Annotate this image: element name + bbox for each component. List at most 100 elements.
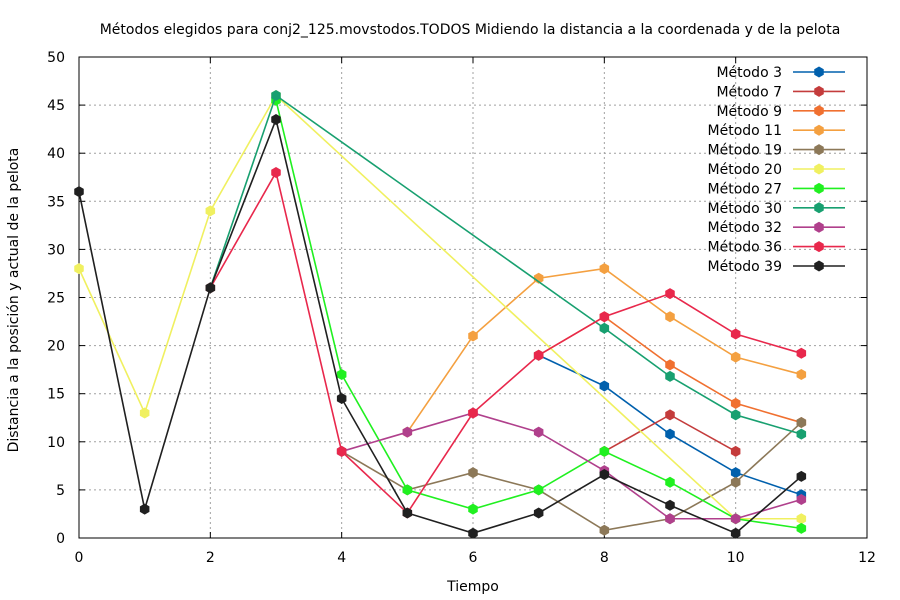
- y-axis-label: Distancia a la posición y actual de la p…: [6, 148, 22, 453]
- legend-marker: [814, 163, 824, 175]
- legend-label: Método 27: [708, 181, 782, 197]
- legend: Método 3 Método 7 Método 9 Método 11 Método …: [708, 65, 845, 275]
- legend-marker: [814, 124, 824, 136]
- data-point: [74, 263, 84, 275]
- data-point: [796, 368, 807, 380]
- data-point: [74, 186, 84, 198]
- legend-item: Método 3: [716, 65, 845, 81]
- chart-title: Métodos elegidos para conj2_125.movstodo…: [100, 22, 841, 38]
- data-point: [665, 499, 675, 511]
- grid: [79, 57, 867, 538]
- legend-marker: [814, 260, 824, 272]
- x-tick-label: 10: [727, 550, 745, 566]
- legend-marker: [814, 202, 824, 214]
- x-tick-label: 8: [600, 550, 609, 566]
- data-point: [730, 467, 741, 479]
- legend-item: Método 27: [708, 181, 845, 197]
- legend-item: Método 20: [708, 162, 845, 178]
- legend-item: Método 19: [708, 143, 845, 159]
- y-tick-label: 25: [47, 291, 65, 307]
- data-point: [730, 527, 741, 539]
- legend-marker: [814, 221, 824, 233]
- legend-label: Método 3: [716, 65, 782, 81]
- data-point: [271, 114, 281, 126]
- data-point: [599, 469, 610, 481]
- series-m-todo-20: [74, 89, 807, 525]
- data-point: [665, 370, 675, 382]
- legend-marker: [814, 144, 824, 156]
- data-point: [271, 89, 281, 101]
- series-m-todo-27: [271, 94, 807, 534]
- data-point: [468, 467, 478, 479]
- series-line: [209, 94, 802, 435]
- legend-marker: [814, 182, 824, 194]
- data-point: [336, 445, 347, 457]
- data-point: [402, 484, 413, 496]
- data-point: [730, 513, 741, 525]
- data-point: [336, 393, 347, 405]
- series-line: [209, 170, 802, 515]
- x-tick-label: 2: [206, 550, 215, 566]
- data-point: [139, 503, 150, 515]
- legend-label: Método 36: [708, 240, 783, 256]
- legend-label: Método 11: [708, 123, 782, 139]
- axis-ticks: 0 2 4 6 8 10 12 0 5 10 15 20 25 30 35 40 45 50: [47, 50, 876, 566]
- data-point: [796, 470, 807, 482]
- y-tick-label: 35: [47, 194, 65, 210]
- legend-item: Método 39: [708, 259, 845, 275]
- data-point: [796, 522, 807, 534]
- data-point: [730, 409, 741, 421]
- data-point: [665, 513, 675, 525]
- x-tick-label: 0: [75, 550, 84, 566]
- legend-label: Método 20: [708, 162, 782, 178]
- data-point: [402, 507, 413, 519]
- y-tick-label: 50: [47, 50, 65, 66]
- legend-label: Método 32: [708, 220, 782, 236]
- data-point: [533, 484, 544, 496]
- data-point: [205, 205, 216, 217]
- data-point: [730, 397, 741, 409]
- series-m-todo-11: [402, 263, 807, 438]
- data-point: [665, 288, 675, 300]
- legend-marker: [814, 66, 824, 78]
- x-axis-label: Tiempo: [446, 579, 499, 595]
- y-tick-label: 0: [56, 531, 65, 547]
- data-point: [139, 407, 150, 419]
- series-line: [341, 421, 802, 532]
- data-point: [730, 476, 741, 488]
- data-point: [533, 349, 544, 361]
- legend-item: Método 30: [708, 201, 845, 217]
- data-point: [599, 445, 610, 457]
- data-point: [599, 311, 610, 323]
- data-point: [599, 322, 610, 334]
- legend-label: Método 39: [708, 259, 782, 275]
- data-point: [205, 282, 216, 294]
- data-point: [730, 445, 741, 457]
- legend-item: Método 9: [716, 104, 845, 120]
- data-point: [599, 263, 610, 275]
- series-line: [78, 94, 802, 520]
- y-tick-label: 30: [47, 242, 65, 258]
- data-point: [796, 417, 807, 429]
- data-point: [468, 407, 478, 419]
- data-point: [533, 507, 544, 519]
- legend-marker: [814, 85, 824, 97]
- series-m-todo-7: [599, 409, 741, 457]
- data-point: [730, 351, 741, 363]
- series-group: [74, 89, 807, 539]
- data-point: [665, 359, 675, 371]
- data-point: [665, 428, 675, 440]
- series-m-todo-32: [336, 407, 807, 525]
- series-line: [341, 412, 802, 520]
- x-tick-label: 6: [469, 550, 478, 566]
- y-tick-label: 15: [47, 387, 65, 403]
- data-point: [665, 476, 675, 488]
- y-tick-label: 10: [47, 435, 65, 451]
- data-point: [336, 368, 347, 380]
- series-m-todo-30: [205, 89, 807, 440]
- legend-label: Método 9: [716, 104, 782, 120]
- y-tick-label: 45: [47, 98, 65, 114]
- y-tick-label: 5: [56, 483, 65, 499]
- data-point: [468, 503, 478, 515]
